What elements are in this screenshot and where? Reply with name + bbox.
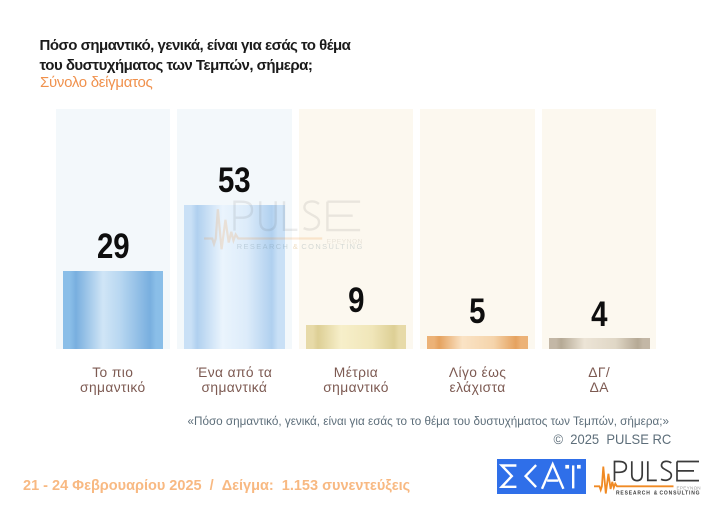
svg-text:ΕΡΕΥΝΩΝ: ΕΡΕΥΝΩΝ: [327, 239, 363, 246]
svg-text:RESEARCH: RESEARCH: [237, 243, 290, 252]
svg-text:&: &: [293, 243, 298, 252]
svg-text:CONSULTING: CONSULTING: [660, 491, 701, 497]
svg-text:&: &: [654, 491, 658, 497]
svg-text:RESEARCH: RESEARCH: [616, 491, 651, 497]
svg-text:CONSULTING: CONSULTING: [302, 243, 364, 252]
svg-text:ΕΡΕΥΝΩΝ: ΕΡΕΥΝΩΝ: [677, 486, 701, 491]
